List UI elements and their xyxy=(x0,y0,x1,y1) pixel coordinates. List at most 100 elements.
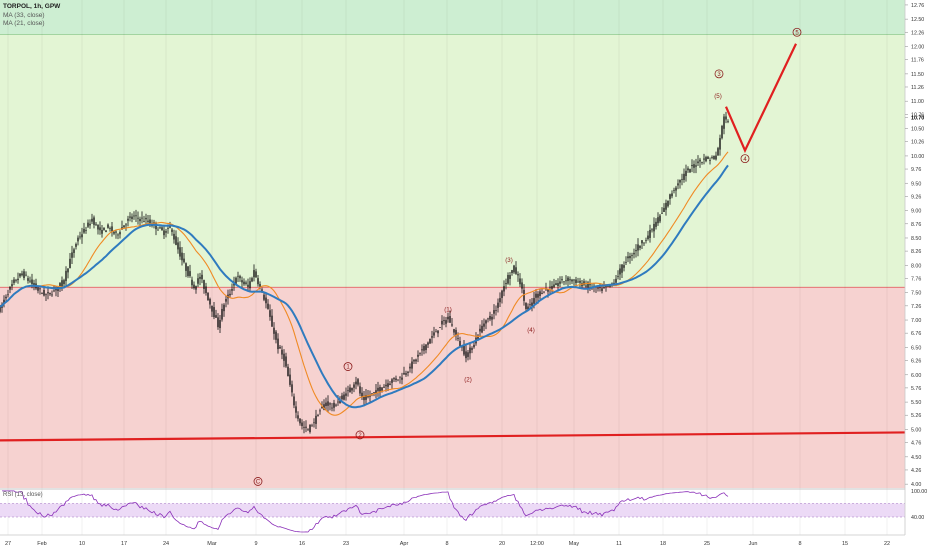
candle-body xyxy=(651,229,653,231)
time-tick-label-13: May xyxy=(569,541,580,547)
candle-body xyxy=(407,371,409,373)
candle-197 xyxy=(393,377,395,382)
wave-text: (2) xyxy=(464,376,472,383)
candle-147 xyxy=(293,393,295,409)
rsi-legend[interactable]: RSI (13, close) xyxy=(3,492,43,498)
candle-204 xyxy=(407,370,409,377)
candle-body xyxy=(381,387,383,391)
candle-body xyxy=(485,320,487,324)
candle-40 xyxy=(79,231,81,240)
candle-body xyxy=(375,390,377,394)
candle-body xyxy=(47,292,49,294)
candle-body xyxy=(561,279,563,281)
candle-body xyxy=(115,231,117,233)
candle-body xyxy=(169,225,171,228)
candle-245 xyxy=(489,311,491,322)
candle-body xyxy=(603,287,605,288)
candle-body xyxy=(5,296,7,299)
candle-body xyxy=(493,310,495,314)
candle-body xyxy=(321,406,323,409)
candle-body xyxy=(51,294,53,296)
candle-body xyxy=(319,410,321,412)
candle-115 xyxy=(229,289,231,298)
candle-60 xyxy=(119,230,121,239)
candle-body xyxy=(285,356,287,367)
ma-33-legend[interactable]: MA (33, close) xyxy=(3,11,45,19)
candle-body xyxy=(537,293,539,298)
candle-body xyxy=(317,415,319,417)
candle-body xyxy=(273,327,275,334)
candle-body xyxy=(279,346,281,349)
candle-body xyxy=(157,229,159,231)
candle-body xyxy=(471,348,473,350)
candle-102 xyxy=(203,279,205,294)
candle-310 xyxy=(619,264,621,281)
candle-body xyxy=(347,390,349,392)
candle-322 xyxy=(643,242,645,246)
candle-body xyxy=(139,218,141,222)
candle-body xyxy=(439,327,441,328)
candle-body xyxy=(295,406,297,413)
candle-143 xyxy=(285,352,287,368)
candle-41 xyxy=(81,227,83,244)
candle-120 xyxy=(239,274,241,282)
candle-body xyxy=(325,402,327,407)
price-tick-label-27: 6.26 xyxy=(911,359,921,365)
candle-body xyxy=(661,212,663,214)
candle-body xyxy=(249,281,251,289)
candle-body xyxy=(691,164,693,167)
candle-body xyxy=(389,383,391,385)
candle-body xyxy=(41,293,43,295)
candle-body xyxy=(13,279,15,283)
candle-body xyxy=(107,224,109,228)
candle-94 xyxy=(187,265,189,278)
candle-255 xyxy=(509,272,511,286)
candle-body xyxy=(243,281,245,285)
price-tick-label-17: 8.76 xyxy=(911,222,921,228)
candle-326 xyxy=(651,228,653,233)
candle-289 xyxy=(577,277,579,283)
ma-21-legend[interactable]: MA (21, close) xyxy=(3,20,45,27)
candle-358 xyxy=(715,151,717,161)
candle-body xyxy=(171,229,173,232)
candle-body xyxy=(97,224,99,230)
candle-270 xyxy=(539,289,541,300)
candle-body xyxy=(387,383,389,387)
candle-body xyxy=(0,306,1,312)
candle-body xyxy=(101,230,103,234)
candle-106 xyxy=(211,305,213,318)
candle-124 xyxy=(247,278,249,291)
symbol-title[interactable]: TORPOL, 1h, GPW xyxy=(3,3,61,10)
price-tick-label-28: 6.00 xyxy=(911,373,921,379)
candle-82 xyxy=(163,225,165,240)
candle-278 xyxy=(555,279,557,286)
candle-body xyxy=(83,228,85,233)
candle-body xyxy=(125,224,127,226)
trendline-layer xyxy=(0,431,932,442)
candle-112 xyxy=(223,303,225,317)
candle-192 xyxy=(383,384,385,388)
candle-183 xyxy=(365,388,367,405)
candle-261 xyxy=(521,278,523,294)
candle-body xyxy=(657,217,659,224)
candle-103 xyxy=(205,282,207,296)
candle-body xyxy=(539,291,541,296)
candle-12 xyxy=(23,268,25,281)
candle-body xyxy=(713,155,715,160)
candle-body xyxy=(397,379,399,381)
candle-body xyxy=(77,237,79,242)
candle-body xyxy=(309,424,311,433)
candle-39 xyxy=(77,235,79,246)
candle-284 xyxy=(567,276,569,287)
candle-body xyxy=(177,242,179,250)
candle-149 xyxy=(297,411,299,422)
candle-body xyxy=(207,292,209,301)
candle-44 xyxy=(87,219,89,228)
candle-79 xyxy=(157,227,159,231)
candle-body xyxy=(127,218,129,221)
candle-body xyxy=(385,384,387,387)
candle-body xyxy=(469,347,471,354)
wave-text: (4) xyxy=(527,327,535,334)
